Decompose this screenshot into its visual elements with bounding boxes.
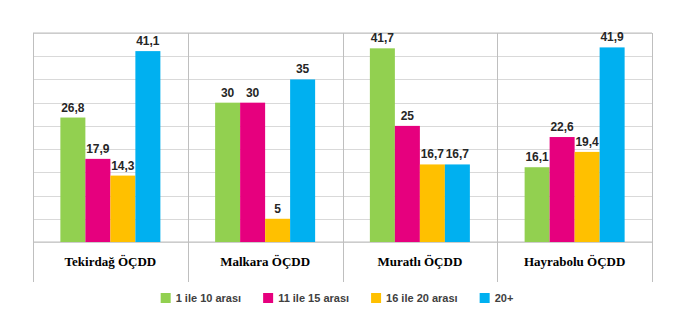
chart-container: 26,8 17,914,3 41,1 30 30 5 35 41,7 25 16,716,7 16,… (0, 0, 674, 325)
data-label: 16,7 (421, 147, 445, 161)
bar (85, 159, 110, 242)
bar (370, 48, 395, 242)
grid-line (33, 103, 652, 104)
category-label: Muratlı ÖÇDD (377, 254, 462, 269)
bar (525, 167, 550, 242)
bar (265, 219, 290, 242)
legend: 1 ile 10 arası 11 ile 15 arası 16 ile 20 a… (161, 292, 514, 304)
bar (445, 164, 470, 242)
bars (60, 47, 624, 242)
data-label: 17,9 (86, 142, 110, 156)
data-label: 26,8 (61, 101, 85, 115)
legend-swatch (371, 293, 381, 303)
legend-swatch (263, 293, 273, 303)
data-label: 25 (401, 109, 415, 123)
category-label: Malkara ÖÇDD (220, 254, 310, 269)
bar (600, 47, 625, 242)
legend-label: 11 ile 15 arası (278, 292, 349, 304)
bar (290, 79, 315, 242)
data-label: 41,1 (136, 34, 160, 48)
bar (420, 164, 445, 242)
chart: 26,8 17,914,3 41,1 30 30 5 35 41,7 25 16,716,7 16,… (0, 0, 674, 325)
data-labels: 26,8 17,914,3 41,1 30 30 5 35 41,7 25 16,716,7 16,… (61, 30, 624, 215)
bar (395, 126, 420, 242)
data-label: 30 (221, 86, 235, 100)
panel-separator (33, 33, 34, 282)
grid-line (33, 33, 652, 34)
data-label: 14,3 (111, 159, 135, 173)
grid-line (33, 79, 652, 80)
panel-separator (652, 33, 653, 282)
bar (575, 152, 600, 242)
data-label: 41,7 (371, 31, 395, 45)
legend-swatch (480, 293, 490, 303)
bar (240, 103, 265, 242)
data-label: 16,7 (446, 147, 470, 161)
bar (135, 51, 160, 242)
legend-swatch (161, 293, 171, 303)
bar (550, 137, 575, 242)
data-label: 22,6 (550, 120, 574, 134)
data-label: 5 (274, 202, 281, 216)
panel-separator (188, 33, 189, 282)
data-label: 41,9 (600, 30, 624, 44)
legend-label: 16 ile 20 arası (386, 292, 458, 304)
data-label: 16,1 (525, 150, 549, 164)
grid-line (33, 242, 652, 243)
grid-line (33, 56, 652, 57)
range-top (33, 33, 652, 34)
bar (215, 103, 240, 242)
data-label: 30 (246, 86, 260, 100)
panel-separator (343, 33, 344, 282)
legend-label: 1 ile 10 arası (176, 292, 241, 304)
category-label: Tekirdağ ÖÇDD (65, 254, 157, 269)
data-label: 19,4 (575, 135, 599, 149)
bar (110, 176, 135, 242)
data-label: 35 (296, 62, 310, 76)
panel-separator (497, 33, 498, 282)
category-label: Hayrabolu ÖÇDD (524, 254, 625, 269)
legend-label: 20+ (495, 292, 514, 304)
bar (60, 118, 85, 242)
